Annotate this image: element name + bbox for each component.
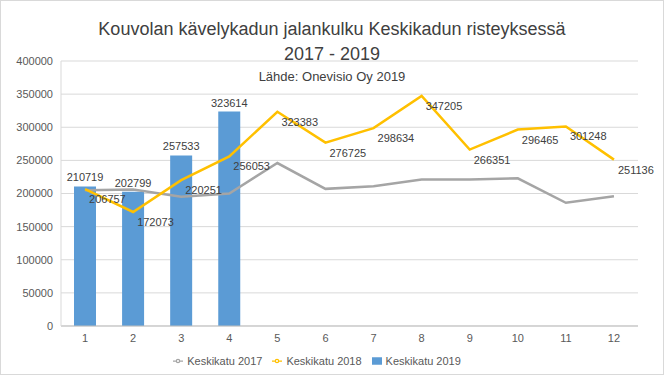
svg-text:50000: 50000 [22, 287, 53, 299]
html-text:Lähde: Onevisio Oy 2019: Lähde: Onevisio Oy 2019 [258, 69, 406, 84]
svg-text:323383: 323383 [281, 116, 318, 128]
svg-text:1: 1 [82, 332, 88, 344]
svg-text:202799: 202799 [115, 177, 152, 189]
svg-text:266351: 266351 [474, 154, 511, 166]
svg-text:298634: 298634 [378, 132, 415, 144]
svg-text:150000: 150000 [16, 221, 53, 233]
svg-text:11: 11 [560, 332, 571, 344]
html-text:Keskikatu 2018: Keskikatu 2018 [286, 355, 362, 367]
svg-text:400000: 400000 [16, 55, 53, 67]
svg-text:9: 9 [467, 332, 473, 344]
svg-text:296465: 296465 [522, 134, 559, 146]
svg-text:323614: 323614 [211, 97, 248, 109]
svg-text:276725: 276725 [329, 147, 366, 159]
svg-text:4: 4 [226, 332, 232, 344]
svg-text:206757: 206757 [89, 193, 126, 205]
svg-text:5: 5 [274, 332, 280, 344]
svg-text:100000: 100000 [16, 254, 53, 266]
svg-text:256053: 256053 [233, 160, 270, 172]
svg-text:0: 0 [47, 320, 53, 332]
svg-text:210719: 210719 [67, 171, 104, 183]
svg-text:250000: 250000 [16, 154, 53, 166]
svg-text:200000: 200000 [16, 187, 53, 199]
svg-text:10: 10 [512, 332, 524, 344]
svg-text:257533: 257533 [163, 140, 200, 152]
svg-text:172073: 172073 [137, 216, 174, 228]
svg-text:301248: 301248 [570, 130, 607, 142]
html-text:Kouvolan kävelykadun jalankulk: Kouvolan kävelykadun jalankulku Keskikad… [98, 19, 566, 64]
svg-text:347205: 347205 [426, 100, 463, 112]
svg-text:12: 12 [608, 332, 620, 344]
svg-text:8: 8 [419, 332, 425, 344]
svg-text:7: 7 [370, 332, 376, 344]
html-text:Keskikatu 2017: Keskikatu 2017 [187, 355, 263, 367]
svg-text:2: 2 [130, 332, 136, 344]
svg-text:220251: 220251 [185, 184, 222, 196]
svg-text:6: 6 [322, 332, 328, 344]
svg-text:3: 3 [178, 332, 184, 344]
html-text:Keskikatu 2019: Keskikatu 2019 [385, 355, 461, 367]
svg-text:350000: 350000 [16, 88, 53, 100]
svg-text:251136: 251136 [618, 164, 654, 176]
svg-text:300000: 300000 [16, 121, 53, 133]
